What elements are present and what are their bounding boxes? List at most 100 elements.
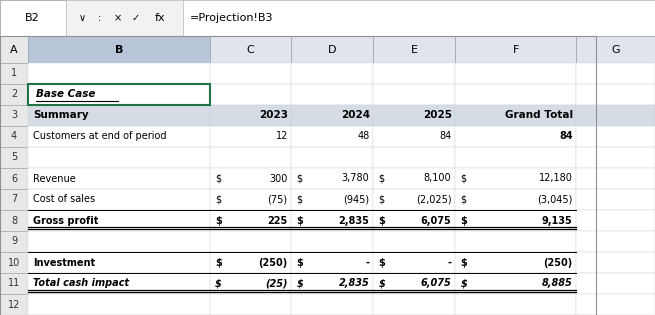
Bar <box>28 126 210 147</box>
Bar <box>291 273 373 294</box>
Text: Base Case: Base Case <box>36 89 96 100</box>
Bar <box>0 63 28 84</box>
Text: 8,100: 8,100 <box>424 174 451 184</box>
Text: $: $ <box>460 215 467 226</box>
Bar <box>28 210 210 231</box>
Bar <box>455 126 576 147</box>
Bar <box>0 252 28 273</box>
Text: Gross profit: Gross profit <box>33 215 99 226</box>
Text: (250): (250) <box>258 257 288 267</box>
Text: $: $ <box>460 257 467 267</box>
Bar <box>576 84 655 105</box>
Text: 6,075: 6,075 <box>421 215 451 226</box>
Bar <box>576 231 655 252</box>
Text: Investment: Investment <box>33 257 96 267</box>
Bar <box>576 63 655 84</box>
Bar <box>576 210 655 231</box>
Bar <box>210 210 291 231</box>
Text: $: $ <box>297 174 303 184</box>
Bar <box>455 273 576 294</box>
Text: (250): (250) <box>543 257 572 267</box>
Text: 3: 3 <box>11 111 17 121</box>
Bar <box>576 294 655 315</box>
Bar <box>291 84 373 105</box>
Bar <box>0 168 28 189</box>
Bar <box>455 147 576 168</box>
Bar <box>210 84 291 105</box>
Bar <box>373 231 455 252</box>
Bar <box>0 36 28 63</box>
Text: $: $ <box>379 278 385 289</box>
Text: (2,025): (2,025) <box>416 194 451 204</box>
Text: $: $ <box>379 215 385 226</box>
Bar <box>455 36 576 63</box>
Bar <box>28 168 210 189</box>
Text: Summary: Summary <box>33 111 89 121</box>
Text: $: $ <box>297 257 303 267</box>
Text: Grand Total: Grand Total <box>505 111 573 121</box>
Bar <box>576 147 655 168</box>
Bar <box>0 231 28 252</box>
Text: 84: 84 <box>559 131 573 141</box>
Text: 2,835: 2,835 <box>339 278 369 289</box>
Text: 2024: 2024 <box>341 111 370 121</box>
Bar <box>0 0 655 36</box>
Bar <box>210 252 291 273</box>
Bar <box>210 273 291 294</box>
Bar <box>210 63 291 84</box>
Bar <box>0 126 28 147</box>
Bar <box>455 294 576 315</box>
Bar <box>576 126 655 147</box>
Text: Customers at end of period: Customers at end of period <box>33 131 167 141</box>
Bar <box>291 231 373 252</box>
Bar <box>210 147 291 168</box>
Text: G: G <box>611 45 620 54</box>
Text: $: $ <box>215 174 221 184</box>
Text: C: C <box>247 45 254 54</box>
Text: 10: 10 <box>8 257 20 267</box>
Bar <box>28 36 210 63</box>
Bar <box>373 189 455 210</box>
Bar <box>576 105 655 126</box>
Bar <box>576 273 655 294</box>
Text: 11: 11 <box>8 278 20 289</box>
Bar <box>455 252 576 273</box>
Bar <box>291 210 373 231</box>
Bar <box>28 147 210 168</box>
Text: 225: 225 <box>267 215 288 226</box>
Bar <box>28 84 210 105</box>
Text: (25): (25) <box>265 278 288 289</box>
Bar <box>373 147 455 168</box>
Bar <box>455 105 576 126</box>
Text: 7: 7 <box>11 194 17 204</box>
Bar <box>0 294 28 315</box>
Bar <box>291 126 373 147</box>
Bar <box>28 63 210 84</box>
Bar <box>373 168 455 189</box>
Text: 6: 6 <box>11 174 17 184</box>
Text: Cost of sales: Cost of sales <box>33 194 96 204</box>
Text: $: $ <box>215 194 221 204</box>
Text: $: $ <box>297 194 303 204</box>
Bar <box>0 147 28 168</box>
Bar <box>455 210 576 231</box>
Text: 9: 9 <box>11 237 17 247</box>
Bar <box>210 105 291 126</box>
Text: 8: 8 <box>11 215 17 226</box>
Bar <box>373 63 455 84</box>
Bar <box>0 210 28 231</box>
Bar <box>210 126 291 147</box>
Text: B2: B2 <box>26 13 40 23</box>
Text: 12: 12 <box>276 131 288 141</box>
Text: (945): (945) <box>343 194 369 204</box>
Text: $: $ <box>215 215 221 226</box>
Text: Total cash impact: Total cash impact <box>33 278 130 289</box>
Bar <box>0 0 66 36</box>
Text: (75): (75) <box>267 194 288 204</box>
Bar <box>576 252 655 273</box>
Text: ✓: ✓ <box>132 13 140 23</box>
Text: 5: 5 <box>11 152 17 163</box>
Bar <box>0 84 28 105</box>
Text: 8,885: 8,885 <box>542 278 572 289</box>
Text: $: $ <box>297 215 303 226</box>
